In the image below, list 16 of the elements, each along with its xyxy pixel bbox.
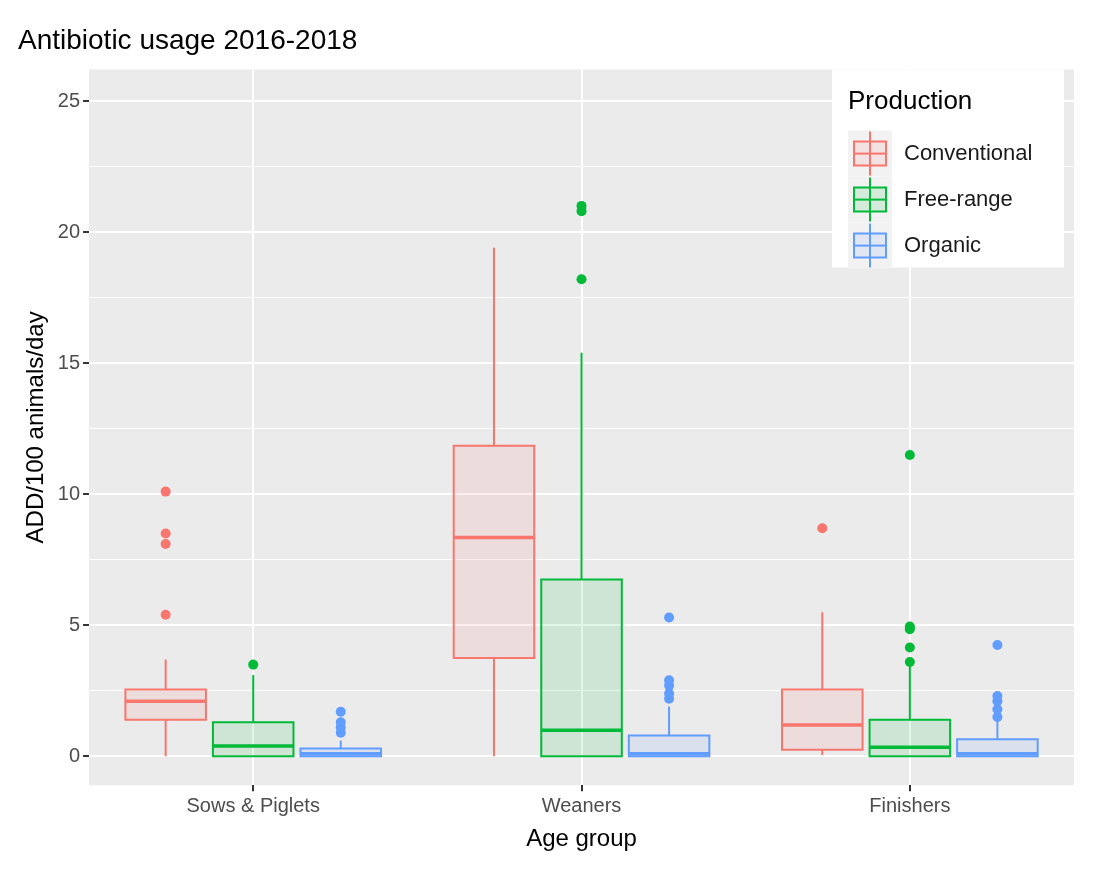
y-tick-label: 0 (68, 743, 81, 766)
y-axis-title: ADD/100 animals/day (21, 311, 49, 544)
y-tick-label: 5 (68, 612, 81, 635)
y-tick-label: 25 (57, 88, 81, 111)
legend-title: Production (848, 84, 973, 115)
x-tick-label: Weaners (541, 793, 622, 816)
x-tick-label: Finishers (869, 793, 951, 816)
x-tick-label: Sows & Piglets (186, 793, 320, 816)
chart-title: Antibiotic usage 2016-2018 (18, 23, 358, 55)
y-tick-label: 15 (57, 350, 81, 373)
y-tick-label: 20 (57, 219, 81, 242)
x-axis-title: Age group (526, 824, 637, 852)
y-tick-label: 10 (57, 481, 81, 504)
legend-label: Conventional (904, 139, 1033, 165)
legend-label: Free-range (904, 185, 1013, 211)
legend-label: Organic (904, 231, 982, 257)
